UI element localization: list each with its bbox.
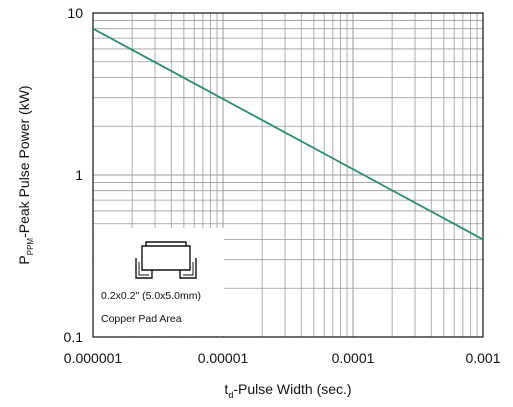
x-tick-label: 0.001	[465, 350, 500, 366]
copper-pad-inset: 0.2x0.2" (5.0x5.0mm) Copper Pad Area	[94, 228, 224, 336]
x-axis-title-rest: -Pulse Width (sec.)	[233, 381, 351, 397]
x-tick-label: 0.000001	[64, 350, 123, 366]
x-tick-label: 0.0001	[332, 350, 375, 366]
inset-pad-label: Copper Pad Area	[101, 313, 182, 325]
inset-pad-size: 0.2x0.2" (5.0x5.0mm)	[101, 290, 201, 302]
y-tick-label: 0.1	[64, 329, 84, 345]
y-axis-title-sub: PPM	[26, 238, 35, 256]
y-tick-label: 10	[67, 5, 83, 21]
y-tick-label: 1	[75, 167, 83, 183]
x-tick-label: 0.00001	[198, 350, 249, 366]
y-axis-title-main: P	[16, 255, 32, 264]
y-axis-title-rest: -Peak Pulse Power (kW)	[16, 85, 32, 237]
